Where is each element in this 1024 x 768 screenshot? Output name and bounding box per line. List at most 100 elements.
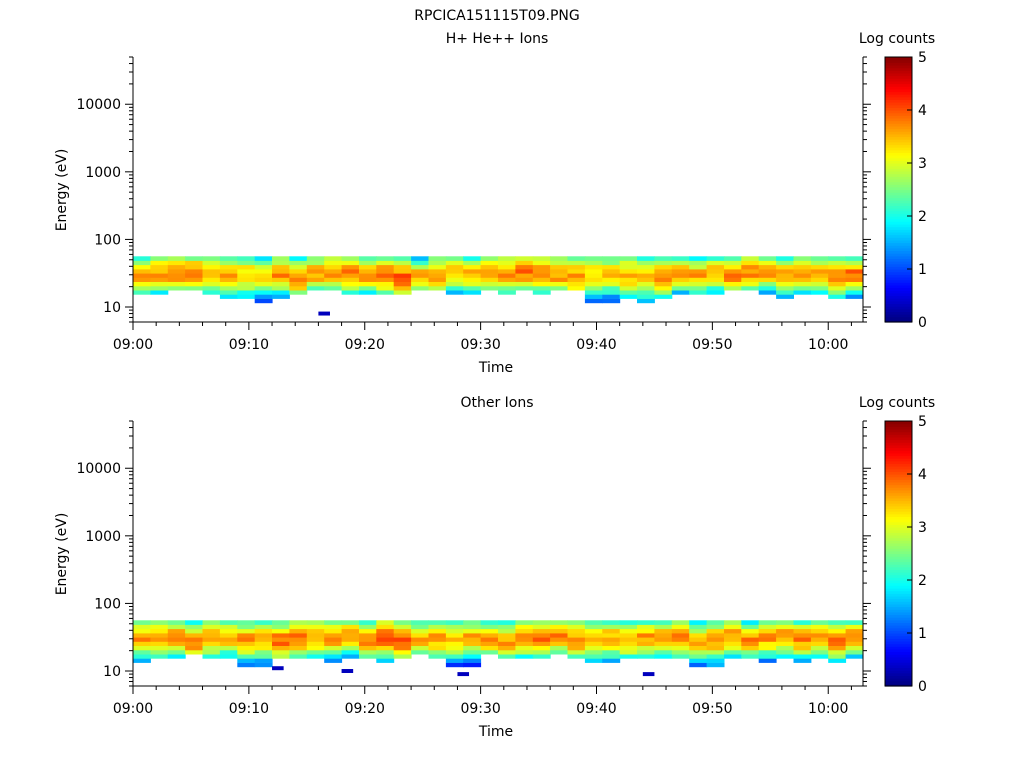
heatmap-cell — [828, 294, 847, 299]
colorbar-segment — [885, 284, 912, 289]
heatmap-cell — [619, 294, 638, 299]
heatmap-cell — [185, 649, 203, 655]
colorbar-segment — [885, 672, 912, 676]
colorbar-segment — [885, 558, 912, 563]
heatmap-cell — [654, 269, 673, 274]
colorbar-segment — [885, 99, 912, 103]
heatmap-cell — [359, 649, 377, 655]
heatmap-cell — [584, 290, 603, 295]
colorbar-segment — [885, 561, 912, 565]
heatmap-cell — [532, 649, 551, 655]
heatmap-cell — [619, 649, 638, 655]
heatmap-cell — [654, 256, 673, 261]
colorbar-segment — [885, 67, 912, 71]
colorbar-segment — [885, 139, 912, 143]
heatmap-cell — [219, 264, 238, 270]
heatmap-cell — [845, 277, 864, 282]
heatmap-cell — [393, 637, 412, 642]
colorbar-segment — [885, 481, 912, 486]
colorbar-segment — [885, 125, 912, 130]
heatmap-cell — [237, 264, 256, 270]
colorbar-segment — [885, 447, 912, 451]
heatmap-cell — [324, 285, 343, 291]
heatmap-cell — [428, 654, 447, 659]
heatmap-cell — [254, 624, 273, 630]
heatmap-cell — [480, 277, 499, 282]
heatmap-cell — [324, 649, 343, 655]
heatmap-cell — [341, 256, 360, 261]
heatmap-cell — [133, 264, 151, 270]
heatmap-cell — [133, 641, 151, 646]
heatmap-cell — [689, 620, 708, 625]
heatmap-cell — [567, 620, 586, 625]
heatmap-cell — [185, 273, 203, 278]
heatmap-cell — [706, 281, 725, 287]
heatmap-cell — [376, 277, 395, 282]
heatmap-cell — [359, 277, 377, 282]
panel-other-ions: Other Ions Log counts Time Energy (eV) 0… — [54, 395, 935, 740]
heatmap-cell — [689, 285, 708, 291]
heatmap-cell — [828, 628, 847, 634]
heatmap-cell — [584, 641, 603, 646]
heatmap-cell — [671, 281, 690, 287]
heatmap-cell — [671, 654, 690, 659]
colorbar-segment — [885, 303, 912, 307]
heatmap-cell — [167, 277, 186, 282]
heatmap-cell — [689, 645, 708, 651]
heatmap-cell — [167, 269, 186, 274]
heatmap-cell — [654, 624, 673, 630]
colorbar-segment — [885, 500, 912, 504]
heatmap-cell — [706, 637, 725, 642]
colorbar-segment — [885, 144, 912, 148]
heatmap-cell — [706, 649, 725, 655]
heatmap-cell — [445, 277, 464, 282]
heatmap-cell — [167, 645, 186, 651]
colorbar-segment — [885, 593, 912, 597]
y-tick-label: 100 — [94, 232, 121, 248]
heatmap-cell — [793, 277, 812, 282]
heatmap-cell — [133, 649, 151, 655]
heatmap-cell — [254, 662, 273, 668]
heatmap-cell — [845, 654, 864, 659]
heatmap-cell — [376, 285, 395, 291]
colorbar-segment — [885, 258, 912, 262]
heatmap-cell — [845, 260, 864, 266]
colorbar-segment — [885, 226, 912, 230]
heatmap-cell — [810, 256, 829, 261]
heatmap-cell — [498, 260, 516, 266]
heatmap-cell — [202, 633, 221, 638]
heatmap-cell — [498, 620, 516, 625]
heatmap-cell — [237, 260, 256, 266]
heatmap-cell — [758, 624, 777, 630]
heatmap-cell — [341, 624, 360, 630]
heatmap-cell — [654, 641, 673, 646]
x-tick-label: 10:00 — [808, 701, 848, 717]
heatmap-cell — [793, 649, 812, 655]
heatmap-cell — [150, 281, 169, 287]
heatmap-cell — [359, 633, 377, 638]
heatmap-cell — [133, 281, 151, 287]
heatmap-cell — [237, 637, 256, 642]
heatmap-cell — [706, 641, 725, 646]
colorbar-segment — [885, 603, 912, 608]
colorbar-segment — [885, 426, 912, 430]
heatmap-cell — [359, 620, 377, 625]
heatmap-cell — [689, 281, 708, 287]
heatmap-cell — [810, 269, 829, 274]
heatmap-cell — [654, 273, 673, 278]
heatmap-cell — [185, 285, 203, 291]
heatmap-cell — [202, 637, 221, 642]
heatmap-cell — [411, 649, 429, 655]
heatmap-cell — [515, 628, 534, 634]
heatmap-cell — [393, 649, 412, 655]
heatmap-cell — [828, 281, 847, 287]
heatmap-cell — [463, 260, 482, 266]
heatmap-cell — [515, 624, 534, 630]
heatmap-cell — [602, 645, 621, 651]
heatmap-cell — [341, 641, 360, 646]
heatmap-cell — [254, 298, 273, 304]
heatmap-cell — [289, 256, 308, 261]
heatmap-cell — [706, 620, 725, 625]
heatmap-cell — [741, 285, 760, 291]
heatmap-cell — [167, 260, 186, 266]
